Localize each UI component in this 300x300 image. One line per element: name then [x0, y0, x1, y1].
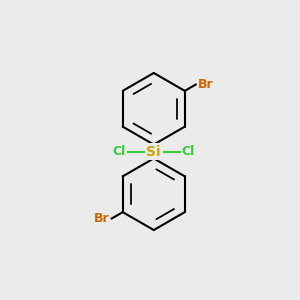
Text: Si: Si [146, 145, 161, 158]
Text: Br: Br [94, 212, 110, 225]
Text: Cl: Cl [182, 145, 195, 158]
Text: Cl: Cl [113, 145, 126, 158]
Text: Br: Br [198, 78, 213, 91]
